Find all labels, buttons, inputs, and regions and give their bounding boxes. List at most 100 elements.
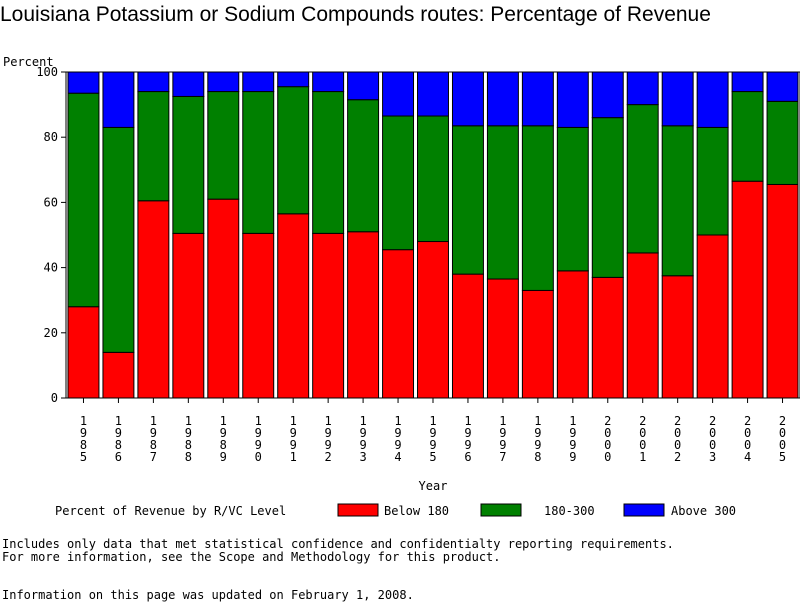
bar-segment [242, 71, 275, 93]
bar-segment [591, 276, 624, 399]
bar-segment [521, 289, 554, 399]
bar-segment [172, 71, 205, 97]
bar-segment [312, 71, 345, 93]
legend-swatch [623, 503, 665, 517]
y-tick-label: 40 [44, 261, 58, 275]
footnote-methodology: For more information, see the Scope and … [2, 550, 501, 564]
bar-segment [172, 232, 205, 399]
bar-segment [67, 92, 100, 308]
bar-segment [696, 234, 729, 399]
bar-segment [347, 231, 380, 399]
legend-label: Below 180 [384, 504, 449, 518]
bar-segment [382, 249, 415, 399]
bar-segment [731, 91, 764, 182]
legend-label: Above 300 [671, 504, 736, 518]
bar-segment [137, 71, 170, 93]
y-axis-label: Percent [3, 55, 54, 69]
x-tick-labels: 1 9 8 5 1 9 8 6 1 9 8 7 1 9 8 8 1 9 8 9 1 9 9 0 1 9 9 1 1 9 9 2 1 9 9 3 1 9 9 4… [80, 398, 786, 464]
bar-segment [382, 71, 415, 117]
bar-segment [661, 275, 694, 399]
bar-segment [242, 91, 275, 234]
bar-segment [417, 115, 449, 243]
legend-title: Percent of Revenue by R/VC Level [55, 504, 286, 518]
bar-segment [312, 232, 345, 399]
bar-segment [766, 71, 799, 102]
bar-segment [137, 91, 170, 202]
bar-segment [626, 252, 659, 399]
bar-segment [207, 71, 240, 93]
bar-segment [67, 71, 100, 94]
bar-segment [312, 91, 345, 234]
y-tick-label: 100 [36, 65, 58, 79]
y-tick-label: 20 [44, 326, 58, 340]
bar-segment [731, 71, 764, 93]
bar-segment [696, 126, 729, 236]
bar-segment [451, 71, 484, 127]
bar-segment [277, 71, 310, 88]
bar-segment [451, 273, 484, 399]
bar-segment [102, 351, 135, 399]
bar-segment [207, 198, 240, 399]
bar-segment [172, 95, 205, 234]
y-tick-label: 80 [44, 130, 58, 144]
bar-segment [347, 71, 380, 101]
bar-segment [766, 183, 799, 399]
bar-segment [277, 213, 310, 399]
bar-segment [556, 126, 589, 272]
y-axis: 0 20 40 60 80 100 [36, 65, 66, 405]
bar-segment [382, 115, 415, 251]
legend-swatch [480, 503, 522, 517]
bar-segment [521, 125, 554, 291]
bar-segment [486, 278, 519, 399]
bar-segment [347, 99, 380, 233]
bar-segment [486, 71, 519, 127]
x-axis-label: Year [419, 479, 448, 493]
bar-segment [521, 71, 554, 127]
bar-segment [626, 104, 659, 254]
bar-segment [207, 91, 240, 200]
bar-segment [766, 100, 799, 185]
bar-segment [661, 125, 694, 277]
bar-segment [661, 71, 694, 127]
bar-segment [556, 71, 589, 128]
bar-segment [591, 71, 624, 119]
bar-segment [242, 232, 275, 399]
legend: Percent of Revenue by R/VC Level Below 1… [55, 503, 736, 518]
bar-segment [277, 86, 310, 215]
bar-segment [417, 71, 449, 117]
bar-segment [102, 126, 135, 353]
footnote-confidence: Includes only data that met statistical … [2, 537, 674, 551]
bar-segment [556, 270, 589, 399]
chart-title: Louisiana Potassium or Sodium Compounds … [0, 3, 711, 26]
footnote-updated: Information on this page was updated on … [2, 588, 414, 602]
legend-swatch [337, 503, 379, 517]
bar-segment [137, 200, 170, 399]
bar-segment [591, 117, 624, 278]
y-tick-label: 60 [44, 195, 58, 209]
bar-segment [67, 306, 100, 399]
bar-segment [417, 241, 449, 399]
bar-segment [486, 125, 519, 280]
bar-segment [731, 180, 764, 399]
bar-segment [451, 125, 484, 275]
